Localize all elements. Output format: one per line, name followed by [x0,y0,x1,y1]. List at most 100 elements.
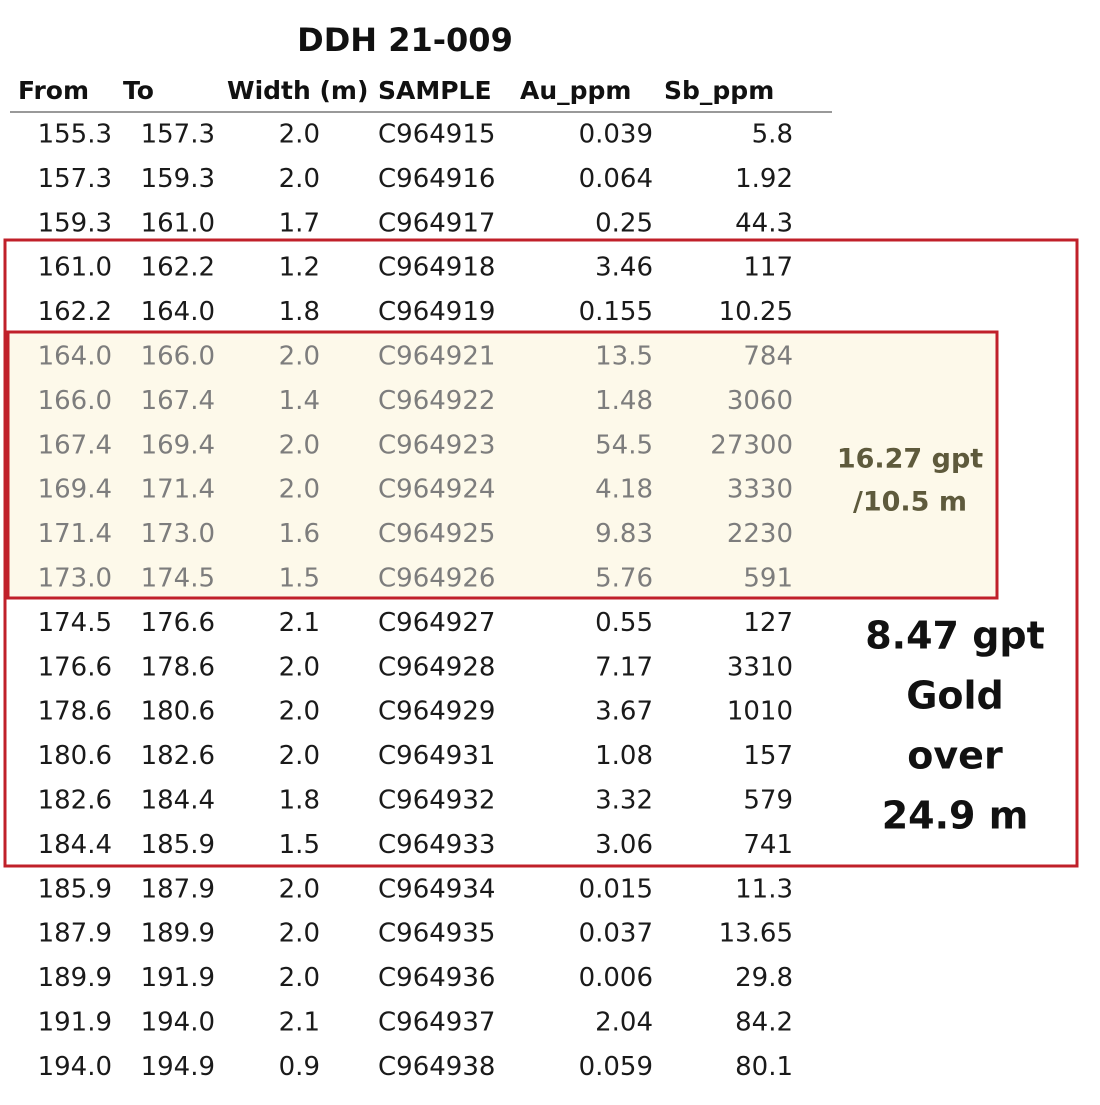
cell: 2.0 [279,430,320,460]
cell: 2.0 [279,164,320,194]
cell: 1.4 [279,386,320,416]
cell: C964916 [378,164,495,194]
cell: 0.037 [579,919,653,949]
cell: 1.5 [279,830,320,860]
cell: 174.5 [38,608,112,638]
cell: C964935 [378,919,495,949]
cell: C964918 [378,253,495,283]
cell: C964927 [378,608,495,638]
cell: 1.2 [279,253,320,283]
cell: 2.0 [279,342,320,372]
cell: C964929 [378,697,495,727]
cell: 1.5 [279,564,320,594]
cell: C964919 [378,297,495,327]
cell: C964924 [378,475,495,505]
cell: 182.6 [141,741,215,771]
cell: C964933 [378,830,495,860]
cell: 10.25 [719,297,793,327]
cell: 3.32 [595,786,653,816]
cell: C964915 [378,120,495,150]
inner-annotation: 16.27 gpt [837,444,983,475]
cell: 80.1 [735,1052,793,1082]
cell: 0.55 [595,608,653,638]
cell: 194.0 [141,1008,215,1038]
cell: 0.015 [579,874,653,904]
cell: C964917 [378,208,495,238]
cell: 2.0 [279,697,320,727]
cell: 191.9 [141,963,215,993]
column-header: From [18,76,89,105]
cell: 2.0 [279,963,320,993]
cell: 9.83 [595,519,653,549]
cell: 1.92 [735,164,793,194]
cell: 161.0 [38,253,112,283]
outer-annotation: 24.9 m [882,794,1029,838]
cell: 0.9 [279,1052,320,1082]
cell: 0.039 [579,120,653,150]
cell: 13.65 [719,919,793,949]
cell: 2230 [727,519,793,549]
cell: 166.0 [141,342,215,372]
cell: 161.0 [141,208,215,238]
cell: 29.8 [735,963,793,993]
cell: 579 [743,786,793,816]
cell: 7.17 [595,652,653,682]
cell: 189.9 [38,963,112,993]
outer-highlight [3,238,1079,868]
cell: 3.46 [595,253,653,283]
cell: 741 [743,830,793,860]
cell: 185.9 [38,874,112,904]
cell: C964937 [378,1008,495,1038]
cell: 178.6 [38,697,112,727]
outer-annotation: 8.47 gpt [865,614,1045,658]
cell: 173.0 [38,564,112,594]
cell: 2.0 [279,120,320,150]
inner-annotation: /10.5 m [853,487,967,518]
cell: 84.2 [735,1008,793,1038]
cell: 1.8 [279,297,320,327]
cell: 167.4 [38,430,112,460]
cell: 0.25 [595,208,653,238]
cell: 784 [743,342,793,372]
cell: 182.6 [38,786,112,816]
cell: 194.9 [141,1052,215,1082]
cell: C964921 [378,342,495,372]
cell: 0.006 [579,963,653,993]
cell: 5.8 [752,120,793,150]
cell: 2.0 [279,475,320,505]
cell: 2.0 [279,919,320,949]
cell: 2.0 [279,652,320,682]
cell: 157.3 [38,164,112,194]
cell: 169.4 [141,430,215,460]
cell: 185.9 [141,830,215,860]
cell: C964925 [378,519,495,549]
cell: 1.7 [279,208,320,238]
cell: 159.3 [141,164,215,194]
cell: 184.4 [38,830,112,860]
cell: 166.0 [38,386,112,416]
cell: C964923 [378,430,495,460]
cell: 176.6 [141,608,215,638]
cell: 3.67 [595,697,653,727]
cell: 191.9 [38,1008,112,1038]
cell: C964926 [378,564,495,594]
cell: C964931 [378,741,495,771]
cell: 187.9 [38,919,112,949]
column-header: Au_ppm [520,76,632,105]
cell: 3060 [727,386,793,416]
cell: 1010 [727,697,793,727]
inner-highlight [6,330,999,600]
cell: 155.3 [38,120,112,150]
cell: 194.0 [38,1052,112,1082]
cell: 1.8 [279,786,320,816]
cell: 1.48 [595,386,653,416]
cell: 2.1 [279,608,320,638]
cell: 27300 [710,430,793,460]
column-header: SAMPLE [378,76,492,105]
column-header: Sb_ppm [664,76,774,105]
cell: 4.18 [595,475,653,505]
outer-annotation: over [907,734,1003,778]
cell: 0.155 [579,297,653,327]
cell: C964936 [378,963,495,993]
